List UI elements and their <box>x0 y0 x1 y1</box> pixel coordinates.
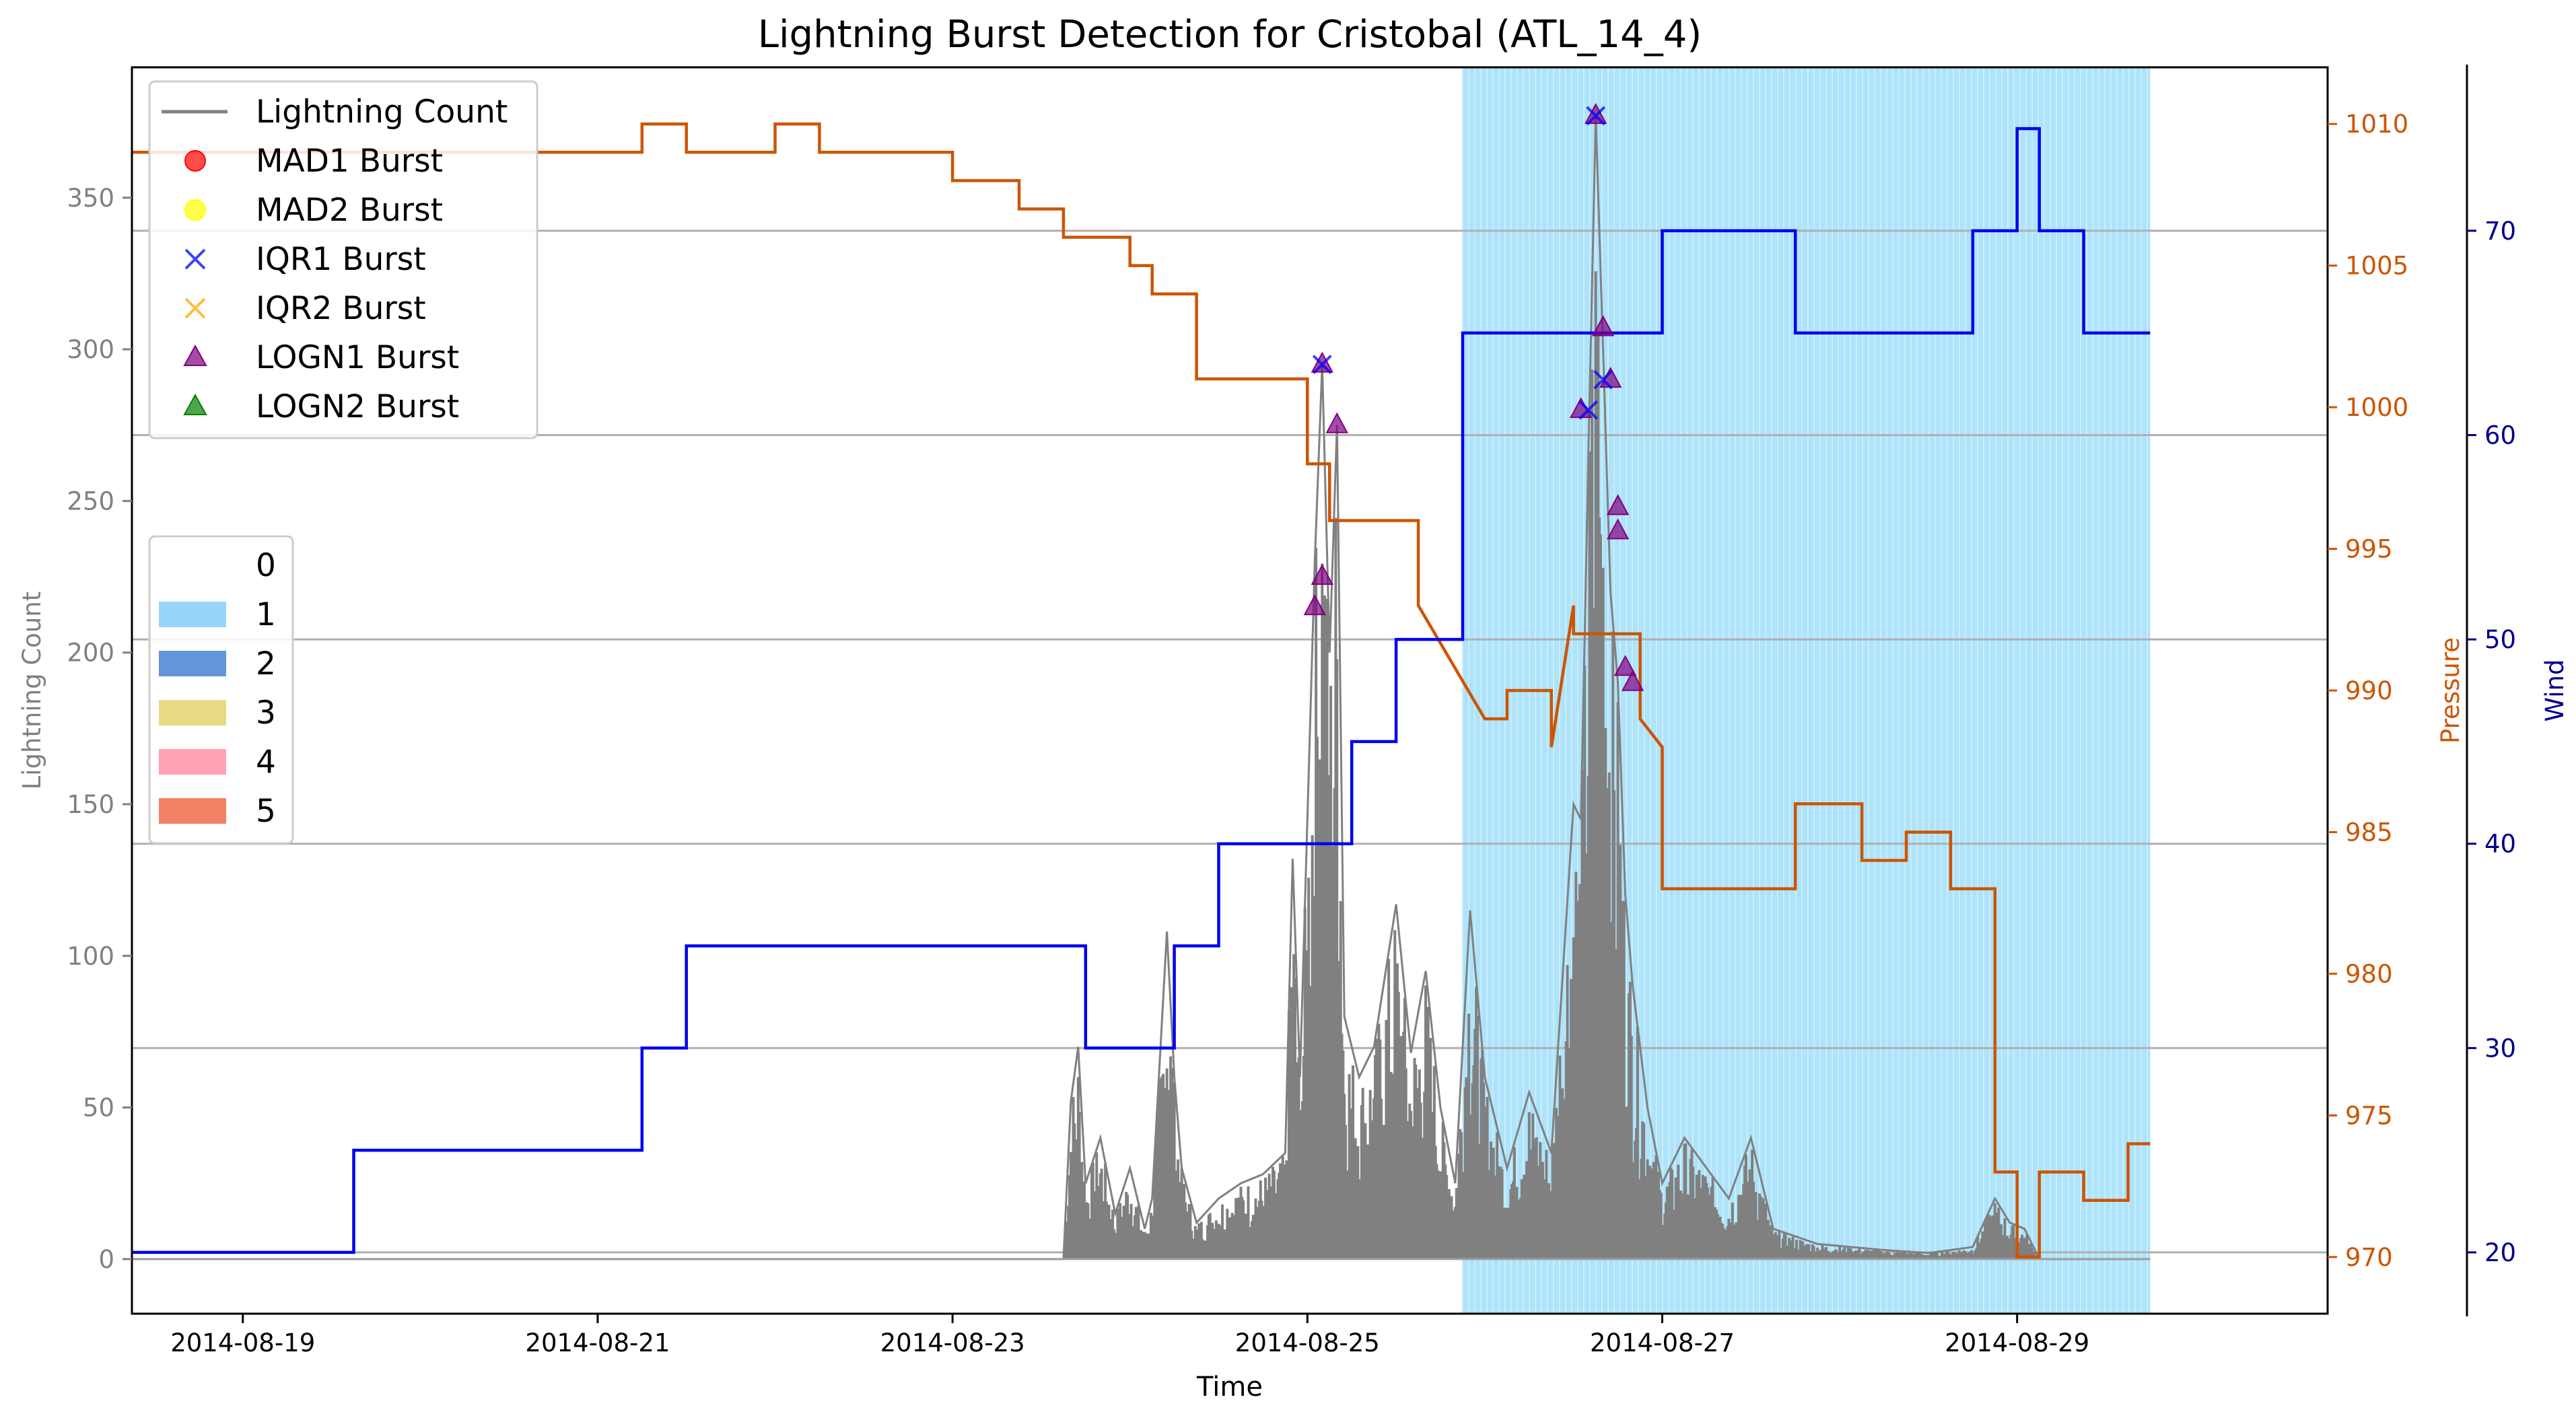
legend-label: 4 <box>256 744 276 781</box>
x-tick-label: 2014-08-23 <box>880 1328 1025 1357</box>
lightning-count-layer <box>132 116 2151 1261</box>
pressure-tick-label: 995 <box>2345 535 2393 564</box>
legend-circle-swatch <box>184 199 206 221</box>
legend-triangle-swatch <box>183 393 207 415</box>
legend-label: 5 <box>256 793 276 830</box>
iqr1-burst-marker <box>1578 400 1599 420</box>
legend-label: 2 <box>256 645 276 682</box>
x-axis-label: Time <box>1196 1372 1263 1403</box>
legend-label: LOGN2 Burst <box>256 388 459 425</box>
pressure-axis-label: Pressure <box>2436 637 2465 744</box>
wind-tick-label: 50 <box>2484 625 2516 654</box>
legend-x-swatch <box>184 248 206 270</box>
legend-triangle-swatch <box>183 344 207 366</box>
legend-label: Lightning Count <box>256 94 508 131</box>
pressure-tick-label: 975 <box>2345 1101 2393 1130</box>
legend-label: 3 <box>256 695 276 732</box>
y-tick-label: 0 <box>98 1245 114 1274</box>
legend-x-swatch <box>184 297 206 319</box>
logn1-burst-marker <box>1606 494 1630 516</box>
wind-axis-label: Wind <box>2540 660 2569 722</box>
wind-tick-label: 30 <box>2484 1034 2516 1063</box>
x-tick-label: 2014-08-19 <box>170 1328 315 1357</box>
legend-category-swatch <box>159 651 226 676</box>
y-tick-label: 150 <box>67 790 114 819</box>
logn1-burst-marker <box>1584 102 1607 125</box>
logn1-burst-marker <box>1591 315 1615 336</box>
y-tick-label: 100 <box>67 942 114 970</box>
wind-tick-label: 20 <box>2484 1238 2516 1267</box>
burst-marker-layer <box>1303 102 1644 691</box>
x-tick-label: 2014-08-29 <box>1945 1328 2089 1357</box>
logn1-burst-marker <box>1303 594 1326 616</box>
legend-category-swatch <box>159 602 226 627</box>
legend-label: LOGN1 Burst <box>256 339 459 376</box>
logn1-burst-marker <box>1613 655 1637 676</box>
wind-tick-label: 40 <box>2484 830 2516 859</box>
pressure-tick-label: 980 <box>2345 960 2393 989</box>
logn1-burst-marker <box>1311 351 1333 373</box>
pressure-tick-label: 1010 <box>2345 110 2408 139</box>
wind-tick-label: 70 <box>2484 217 2516 246</box>
y-tick-label: 50 <box>83 1094 114 1123</box>
logn1-burst-marker <box>1311 563 1333 586</box>
legend-category-swatch <box>159 553 226 578</box>
chart-title: Lightning Burst Detection for Cristobal … <box>758 13 1702 57</box>
logn1-burst-marker <box>1621 670 1644 691</box>
x-tick-label: 2014-08-25 <box>1235 1328 1380 1357</box>
pressure-line-layer <box>132 122 2151 1259</box>
y-axis-label: Lightning Count <box>18 592 46 790</box>
legend-label: 0 <box>256 547 276 584</box>
pressure-line <box>132 122 2151 1259</box>
legend-label: MAD1 Burst <box>256 143 443 180</box>
legend-category-swatch <box>159 749 226 775</box>
category-legend: 0 1 2 3 4 5 <box>148 535 294 845</box>
iqr1-burst-marker <box>1586 106 1606 126</box>
legend-label: IQR1 Burst <box>256 241 426 278</box>
y-tick-label: 350 <box>67 184 114 213</box>
legend-label: MAD2 Burst <box>256 192 443 229</box>
wind-line <box>132 127 2151 1254</box>
y-tick-label: 300 <box>67 335 114 364</box>
y-tick-label: 250 <box>67 487 114 516</box>
burst-legend: Lightning Count MAD1 Burst MAD2 Burst IQR1 … <box>148 80 538 439</box>
legend-circle-swatch <box>184 150 206 172</box>
pressure-tick-label: 1005 <box>2345 252 2408 281</box>
legend-category-swatch <box>159 798 226 824</box>
pressure-tick-label: 1000 <box>2345 393 2408 422</box>
x-tick-label: 2014-08-21 <box>525 1328 670 1357</box>
y-tick-label: 200 <box>67 639 114 668</box>
iqr1-burst-marker <box>1312 355 1332 375</box>
iqr1-burst-marker <box>1593 369 1613 390</box>
pressure-tick-label: 985 <box>2345 818 2393 847</box>
legend-label: 1 <box>256 596 276 633</box>
legend-category-swatch <box>159 700 226 725</box>
logn1-burst-marker <box>1606 518 1630 540</box>
wind-line-layer <box>132 127 2151 1254</box>
pressure-tick-label: 990 <box>2345 676 2393 705</box>
x-tick-label: 2014-08-27 <box>1590 1328 1735 1357</box>
lightning-count-line <box>132 116 2151 1261</box>
wind-tick-label: 60 <box>2484 421 2516 450</box>
legend-label: IQR2 Burst <box>256 290 426 327</box>
axes-layer: 2014-08-19 2014-08-21 2014-08-23 2014-08-25… <box>67 110 2516 1357</box>
legend-frame <box>148 80 538 439</box>
logn1-burst-marker <box>1325 412 1348 433</box>
pressure-tick-label: 970 <box>2345 1243 2393 1272</box>
